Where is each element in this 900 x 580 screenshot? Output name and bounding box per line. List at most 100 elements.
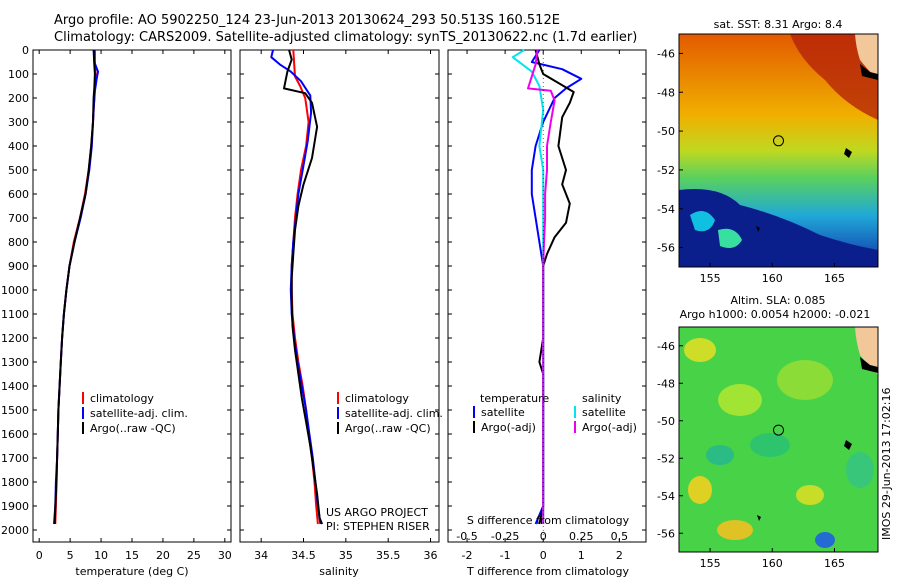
sla-island	[844, 440, 852, 450]
longitude-tick-label: 160	[762, 557, 783, 570]
sst-longitude-ticks: 155 160 165	[700, 263, 845, 285]
depth-tick-label: 1600	[1, 428, 29, 441]
series-line-1	[54, 50, 97, 525]
longitude-tick-label: 155	[700, 557, 721, 570]
latitude-tick-label: -56	[657, 527, 675, 540]
series-line-2	[270, 49, 322, 525]
depth-tick-label: 1100	[1, 308, 29, 321]
latitude-tick-label: -48	[657, 377, 675, 390]
longitude-tick-label: 165	[824, 272, 845, 285]
sla-latitude-ticks: -46 -48 -50 -52 -54 -56	[657, 340, 683, 540]
sla-low-patch	[750, 433, 790, 457]
sst-green-patch	[718, 228, 742, 248]
depth-tick-label: 400	[8, 140, 29, 153]
sla-islet	[757, 515, 761, 521]
legend-climatology: climatology	[90, 392, 154, 405]
difference-panel: -2 -1 0 1 2 -0.5 -0.25 0 0.25 0.5 T difference f…	[447, 49, 647, 578]
sla-map: Altim. SLA: 0.085 Argo h1000: 0.0054 h20…	[657, 294, 879, 570]
difference-legend: temperature salinity satellite Argo(-adj…	[473, 392, 637, 434]
longitude-tick-label: 165	[824, 557, 845, 570]
difference-series	[511, 49, 583, 542]
depth-tick-label: 1000	[1, 284, 29, 297]
salinity-panel: 34 34.5 35 35.5 36 salinity climatology sate…	[239, 49, 443, 578]
sst-map-title: sat. SST: 8.31 Argo: 8.4	[714, 18, 843, 31]
salinity-axes-frame	[239, 49, 440, 543]
x-tick-label: -1	[500, 549, 511, 562]
sst-land	[855, 34, 878, 80]
figure-title-line2: Climatology: CARS2009. Satellite-adjuste…	[54, 30, 637, 45]
legend-temperature-argo: Argo(-adj)	[481, 421, 536, 434]
pi-annotation: PI: STEPHEN RISER	[326, 520, 430, 533]
x-tick-label: 25	[187, 549, 201, 562]
sla-high-patch	[688, 476, 712, 504]
project-annotation: US ARGO PROJECT	[326, 506, 428, 519]
imos-timestamp-label: IMOS 29-Jun-2013 17:02:16	[880, 387, 893, 540]
legend-argo: Argo(..raw -QC)	[90, 422, 176, 435]
x-tick-label: 2	[616, 549, 623, 562]
latitude-tick-label: -50	[657, 125, 675, 138]
figure-title-line1: Argo profile: AO 5902250_124 23-Jun-2013…	[54, 13, 560, 28]
sst-map-frame	[678, 33, 879, 268]
longitude-tick-label: 160	[762, 272, 783, 285]
series-line-3	[511, 49, 545, 524]
sla-longitude-ticks: 155 160 165	[700, 548, 845, 570]
difference-axes-frame	[447, 49, 647, 543]
sla-high-patch	[796, 485, 824, 505]
sst-argo-location-marker	[773, 135, 784, 147]
sla-low-patch	[846, 452, 874, 488]
legend-salinity-argo: Argo(-adj)	[582, 421, 637, 434]
legend-climatology: climatology	[345, 392, 409, 405]
sla-coastline	[860, 357, 878, 373]
x-tick-label: 30	[218, 549, 232, 562]
s-difference-tick-label: -0.25	[491, 530, 519, 543]
depth-tick-label: 200	[8, 92, 29, 105]
temperature-xlabel: temperature (deg C)	[75, 565, 188, 578]
depth-tick-label: 1900	[1, 500, 29, 513]
x-tick-label: 36	[424, 549, 438, 562]
longitude-tick-label: 155	[700, 272, 721, 285]
depth-tick-label: 800	[8, 236, 29, 249]
legend-temperature-satellite: satellite	[481, 406, 525, 419]
depth-tick-label: 900	[8, 260, 29, 273]
depth-tick-label: 0	[22, 44, 29, 57]
depth-tick-label: 1300	[1, 356, 29, 369]
s-difference-tick-label: 0	[540, 530, 547, 543]
sst-map: sat. SST: 8.31 Argo: 8.4 -46 -48 -50 -52 -54…	[657, 18, 879, 285]
temperature-axes-frame	[32, 49, 232, 543]
salinity-legend: climatology satellite-adj. clim. Argo(..…	[337, 392, 443, 435]
depth-tick-label: 1800	[1, 476, 29, 489]
depth-tick-label: 1700	[1, 452, 29, 465]
s-difference-axis-ticks: -0.5 -0.25 0 0.25 0.5	[456, 530, 628, 543]
series-line-3	[53, 49, 96, 525]
sst-warm-patch	[790, 34, 878, 120]
x-tick-label: 20	[156, 549, 170, 562]
sla-low-patch	[706, 445, 734, 465]
sst-cyan-patch	[690, 211, 715, 232]
sla-low-patch	[815, 532, 835, 548]
depth-tick-label: 1500	[1, 404, 29, 417]
x-tick-label: 34.5	[291, 549, 316, 562]
series-line-3	[283, 49, 324, 525]
salinity-depth-ticks	[240, 49, 439, 531]
legend-argo: Argo(..raw -QC)	[345, 422, 431, 435]
latitude-tick-label: -46	[657, 340, 675, 353]
sla-argo-location-marker	[773, 424, 784, 436]
temperature-series	[53, 49, 99, 525]
x-tick-label: 1	[578, 549, 585, 562]
latitude-tick-label: -54	[657, 490, 675, 503]
s-difference-tick-label: 0.5	[611, 530, 629, 543]
x-tick-label: -2	[462, 549, 473, 562]
sst-coastline	[860, 64, 878, 80]
latitude-tick-label: -46	[657, 47, 675, 60]
temperature-axis-ticks: 0 5 10 15 20 25 30	[36, 50, 232, 562]
salinity-series	[270, 49, 324, 525]
t-difference-xlabel: T difference from climatology	[466, 565, 629, 578]
depth-tick-label: 2000	[1, 524, 29, 537]
difference-depth-ticks	[448, 49, 646, 531]
latitude-tick-label: -52	[657, 164, 675, 177]
latitude-tick-label: -50	[657, 415, 675, 428]
legend-satellite: satellite-adj. clim.	[345, 407, 443, 420]
depth-axis-ticks: 0 100 200 300 400 500 600 700 800 900 1000 1100 1200…	[1, 44, 231, 537]
legend-header-temperature: temperature	[480, 392, 549, 405]
